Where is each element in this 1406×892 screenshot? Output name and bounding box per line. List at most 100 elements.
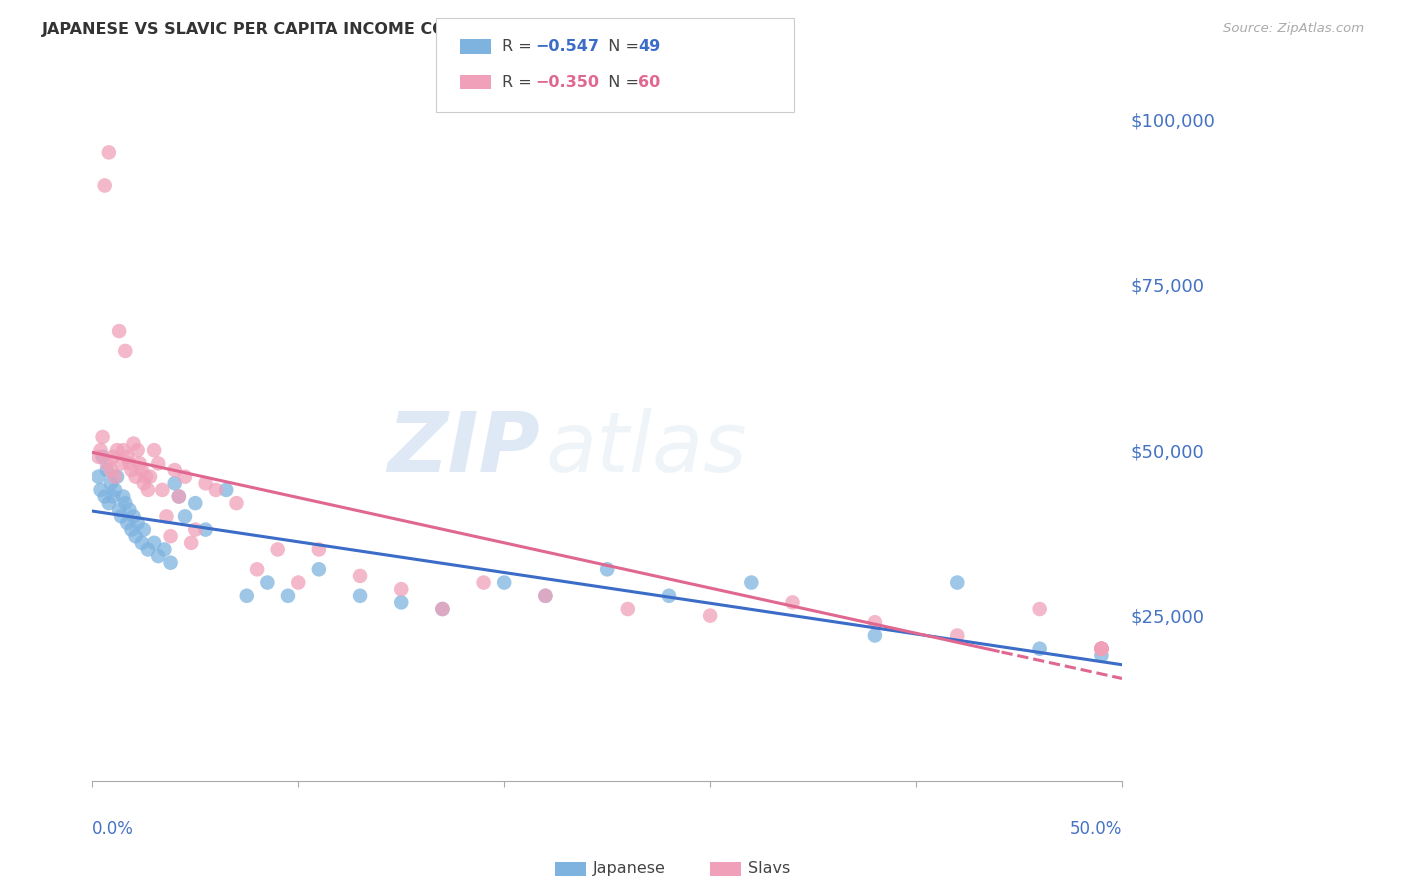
Point	[617, 602, 640, 616]
Point	[117, 450, 139, 464]
Text: 60: 60	[638, 75, 661, 89]
Point	[349, 589, 371, 603]
Point	[148, 549, 170, 563]
Point	[97, 145, 120, 160]
Point	[114, 343, 136, 358]
Point	[112, 443, 135, 458]
Point	[112, 490, 135, 504]
Point	[136, 542, 159, 557]
Point	[946, 575, 969, 590]
Point	[114, 496, 136, 510]
Point	[100, 476, 122, 491]
Point	[194, 476, 217, 491]
Point	[143, 536, 166, 550]
Point	[472, 575, 495, 590]
Text: −0.350: −0.350	[536, 75, 600, 89]
Point	[432, 602, 454, 616]
Point	[101, 450, 124, 464]
Text: Slavs: Slavs	[748, 862, 790, 876]
Point	[494, 575, 516, 590]
Point	[153, 542, 176, 557]
Point	[1090, 641, 1112, 656]
Point	[91, 450, 114, 464]
Point	[180, 536, 202, 550]
Text: 49: 49	[638, 39, 661, 54]
Point	[163, 463, 186, 477]
Point	[110, 457, 132, 471]
Point	[863, 615, 886, 630]
Point	[105, 469, 128, 483]
Point	[128, 457, 150, 471]
Point	[159, 529, 181, 543]
Point	[277, 589, 299, 603]
Point	[1090, 648, 1112, 663]
Text: N =: N =	[598, 75, 644, 89]
Point	[127, 443, 149, 458]
Point	[87, 450, 110, 464]
Point	[225, 496, 247, 510]
Point	[117, 516, 139, 530]
Point	[432, 602, 454, 616]
Point	[90, 443, 112, 458]
Point	[93, 178, 115, 193]
Text: 0.0%: 0.0%	[93, 820, 134, 838]
Text: 50.0%: 50.0%	[1070, 820, 1122, 838]
Point	[155, 509, 177, 524]
Point	[946, 628, 969, 642]
Point	[136, 483, 159, 497]
Point	[124, 469, 146, 483]
Point	[135, 469, 157, 483]
Text: JAPANESE VS SLAVIC PER CAPITA INCOME CORRELATION CHART: JAPANESE VS SLAVIC PER CAPITA INCOME COR…	[42, 22, 613, 37]
Point	[131, 536, 153, 550]
Point	[1028, 641, 1050, 656]
Point	[96, 463, 118, 477]
Point	[389, 582, 412, 597]
Point	[105, 443, 128, 458]
Point	[389, 595, 412, 609]
Point	[118, 457, 141, 471]
Point	[87, 469, 110, 483]
Point	[131, 463, 153, 477]
Point	[127, 516, 149, 530]
Point	[215, 483, 238, 497]
Point	[148, 457, 170, 471]
Point	[104, 469, 127, 483]
Point	[118, 502, 141, 516]
Point	[101, 490, 124, 504]
Point	[658, 589, 681, 603]
Point	[534, 589, 557, 603]
Point	[863, 628, 886, 642]
Point	[534, 589, 557, 603]
Text: −0.547: −0.547	[536, 39, 600, 54]
Point	[740, 575, 762, 590]
Point	[194, 523, 217, 537]
Point	[122, 509, 145, 524]
Text: R =: R =	[502, 39, 537, 54]
Point	[308, 542, 330, 557]
Point	[90, 483, 112, 497]
Point	[132, 523, 155, 537]
Point	[150, 483, 173, 497]
Point	[108, 324, 131, 338]
Point	[91, 430, 114, 444]
Point	[132, 476, 155, 491]
Point	[108, 502, 131, 516]
Point	[596, 562, 619, 576]
Point	[97, 496, 120, 510]
Point	[174, 509, 197, 524]
Point	[1090, 641, 1112, 656]
Point	[167, 490, 190, 504]
Point	[100, 463, 122, 477]
Text: N =: N =	[598, 39, 644, 54]
Point	[1090, 641, 1112, 656]
Point	[93, 490, 115, 504]
Text: Source: ZipAtlas.com: Source: ZipAtlas.com	[1223, 22, 1364, 36]
Point	[167, 490, 190, 504]
Point	[163, 476, 186, 491]
Point	[205, 483, 228, 497]
Point	[1090, 641, 1112, 656]
Point	[120, 523, 142, 537]
Point	[246, 562, 269, 576]
Point	[236, 589, 259, 603]
Point	[1090, 641, 1112, 656]
